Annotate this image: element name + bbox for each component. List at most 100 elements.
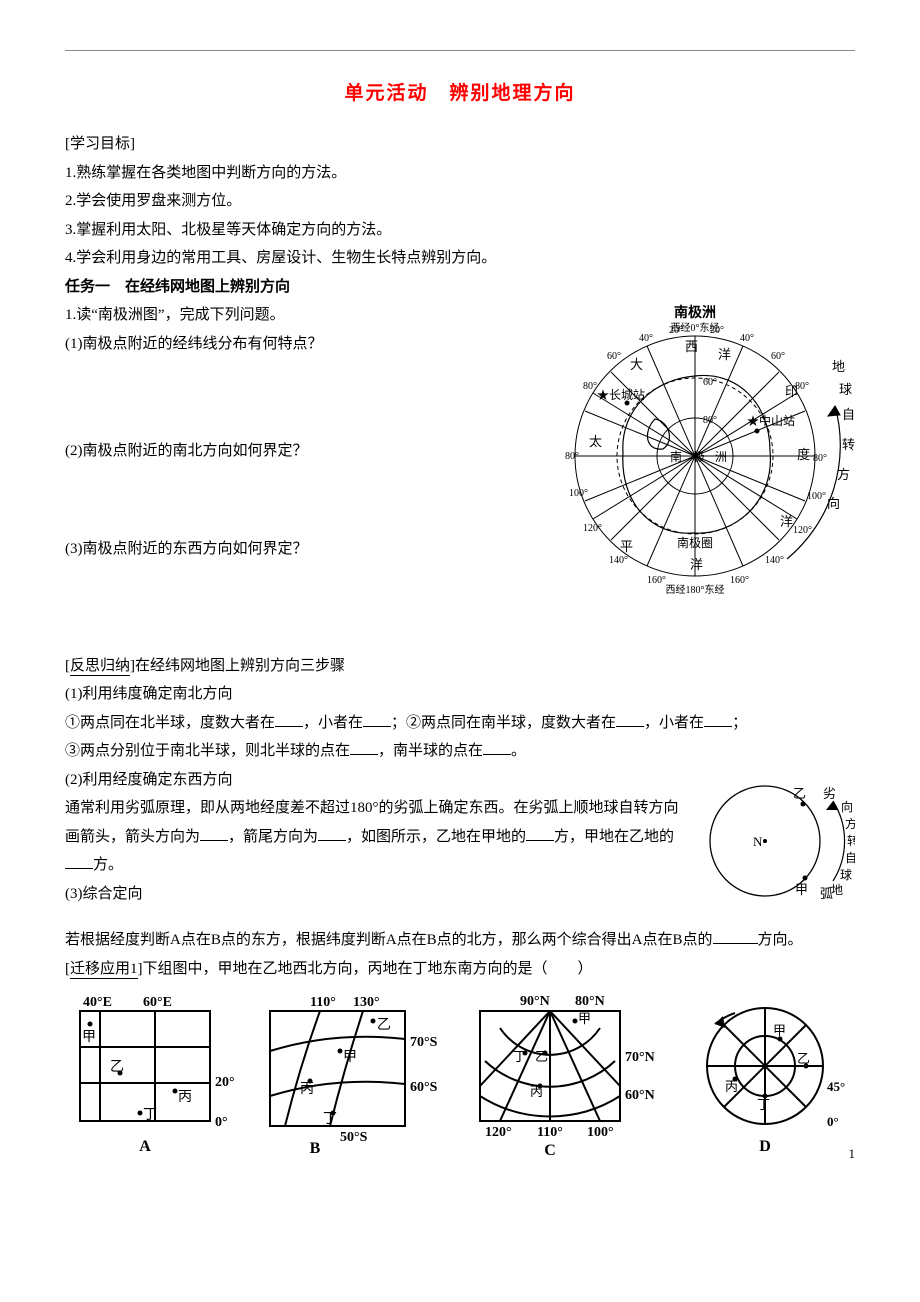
r2l2b: ，如图所示，乙地在甲地的	[346, 829, 526, 845]
objective-2: 2.学会使用罗盘来测方位。	[65, 187, 855, 216]
d-ding: 丁	[757, 1097, 770, 1112]
rd5: 100°	[807, 491, 826, 502]
reflect-tail: 在经纬网地图上辨别方向三步骤	[135, 658, 345, 674]
a-bing: 丙	[178, 1090, 192, 1105]
transfer-tail: 下组图中，甲地在乙地西北方向，丙地在丁地东南方向的是（ ）	[143, 961, 593, 977]
rd7: 140°	[765, 555, 784, 566]
l-ping: 平	[620, 539, 633, 554]
c-r1: 60°N	[625, 1088, 655, 1103]
b-r1: 60°S	[410, 1080, 438, 1095]
d-label: D	[759, 1138, 771, 1155]
r1-line1: ①两点同在北半球，度数大者在，小者在；②两点同在南半球，度数大者在，小者在；	[65, 709, 855, 738]
a-yi: 乙	[110, 1059, 124, 1075]
objective-3: 3.掌握利用太阳、北极星等天体确定方向的方法。	[65, 216, 855, 245]
rot-c5: 方	[837, 467, 850, 482]
d-yi: 乙	[797, 1051, 810, 1066]
r1d: ，小者在	[644, 715, 704, 731]
r2l2c: 方，甲地在乙地的	[554, 829, 674, 845]
r12a: ③两点分别位于南北半球，则北半球的点在	[65, 743, 350, 759]
r1-line2: ③两点分别位于南北半球，则北半球的点在，南半球的点在。	[65, 737, 855, 766]
c-ding: 丁	[513, 1049, 526, 1064]
page-title: 单元活动 辨别地理方向	[65, 76, 855, 112]
option-b: 110° 130° 70°S 60°S 50°S 乙 甲 丙 丁 B	[255, 991, 455, 1172]
small-rotation-diagram: N• 乙 甲 劣 弧 向 方 转 自 球 地	[695, 766, 855, 927]
ld8: 160°	[647, 575, 666, 586]
l-yang2: 洋	[690, 557, 703, 572]
b-r0: 70°S	[410, 1035, 438, 1050]
st-gw: ★长城站	[597, 388, 645, 402]
a-jia: 甲	[82, 1030, 96, 1045]
c-bing: 丙	[530, 1084, 543, 1099]
option-c: 90°N 80°N 70°N 60°N 120° 110° 100° 甲 丁 乙…	[465, 991, 675, 1172]
c-jia: 甲	[578, 1011, 591, 1026]
rd0: 20°	[710, 325, 724, 336]
lat80: 80°	[703, 415, 717, 426]
c-t0: 90°N	[520, 994, 550, 1009]
lat60: 60°	[703, 377, 717, 388]
ld3: 80°	[583, 381, 597, 392]
r2l2a: ，箭尾方向为	[228, 829, 318, 845]
d-jia: 甲	[773, 1023, 786, 1038]
a-t0: 40°E	[83, 995, 112, 1010]
r2l2d: 方。	[93, 857, 123, 873]
option-a: 40°E 60°E 20° 0° 甲 乙 丙 丁 A	[65, 991, 245, 1172]
r1c: ；②两点同在南半球，度数大者在	[391, 715, 616, 731]
b-label: B	[310, 1140, 321, 1157]
sc1: 向	[841, 799, 853, 814]
rd2: 60°	[771, 351, 785, 362]
sc5: 球	[840, 868, 852, 882]
b-jia: 甲	[343, 1050, 357, 1065]
l-yang1: 洋	[718, 347, 731, 362]
b-t0: 110°	[310, 995, 336, 1010]
rd3: 80°	[795, 381, 809, 392]
ld0: 20°	[669, 325, 683, 336]
a-ding: 丁	[143, 1108, 157, 1123]
top-rule	[65, 50, 855, 51]
sc3: 转	[847, 833, 855, 848]
c-r0: 70°N	[625, 1050, 655, 1065]
page-number: 1	[849, 1142, 856, 1167]
r3b: 方向。	[758, 932, 803, 948]
ld4: 80°	[565, 451, 579, 462]
l-tai: 太	[589, 434, 602, 449]
a-r0: 20°	[215, 1075, 235, 1090]
rd1: 40°	[740, 333, 754, 344]
cen-1: 南	[670, 449, 682, 464]
rd6: 120°	[793, 525, 812, 536]
l-du: 度	[797, 447, 810, 462]
sr-yi: 乙	[793, 786, 806, 801]
r1b: ，小者在	[303, 715, 363, 731]
a-t1: 60°E	[143, 995, 172, 1010]
b-ding: 丁	[323, 1112, 337, 1127]
r12b: ，南半球的点在	[378, 743, 483, 759]
sr-lie: 劣	[823, 786, 836, 801]
c-b0: 120°	[485, 1125, 512, 1140]
task1-head: 任务一 在经纬网地图上辨别方向	[65, 273, 855, 302]
rot-c4: 转	[842, 437, 855, 452]
sc6: 地	[831, 883, 843, 897]
r3-body: 若根据经度判断A点在B点的东方，根据纬度判断A点在B点的北方，那么两个综合得出A…	[65, 926, 855, 955]
st-zs: ★中山站	[747, 413, 795, 428]
b-yi: 乙	[377, 1017, 391, 1033]
cen-3: 洲	[715, 450, 727, 464]
sr-jia: 甲	[795, 882, 808, 897]
transfer-line: [迁移应用1]下组图中，甲地在乙地西北方向，丙地在丁地东南方向的是（ ）	[65, 955, 855, 984]
ld6: 120°	[583, 523, 602, 534]
rd8: 160°	[730, 575, 749, 586]
transfer-label: 迁移应用1	[70, 961, 138, 979]
c-yi: 乙	[535, 1049, 548, 1064]
rot-c1: 地	[832, 359, 845, 374]
d-bing: 丙	[725, 1079, 738, 1094]
options-row: 40°E 60°E 20° 0° 甲 乙 丙 丁 A 110° 130° 70°…	[65, 991, 855, 1172]
b-t1: 130°	[353, 995, 380, 1010]
l-yang3: 洋	[780, 514, 793, 529]
ld2: 60°	[607, 351, 621, 362]
objective-1: 1.熟练掌握在各类地图中判断方向的方法。	[65, 159, 855, 188]
r1-head: (1)利用纬度确定南北方向	[65, 680, 855, 709]
ld7: 140°	[609, 555, 628, 566]
l-da: 大	[630, 357, 643, 372]
r3a: 若根据经度判断A点在B点的东方，根据纬度判断A点在B点的北方，那么两个综合得出A…	[65, 932, 713, 948]
objectives-head: [学习目标]	[65, 130, 855, 159]
c-label: C	[544, 1142, 556, 1159]
option-d: 甲 乙 丙 丁 45° 0° D	[685, 991, 855, 1172]
